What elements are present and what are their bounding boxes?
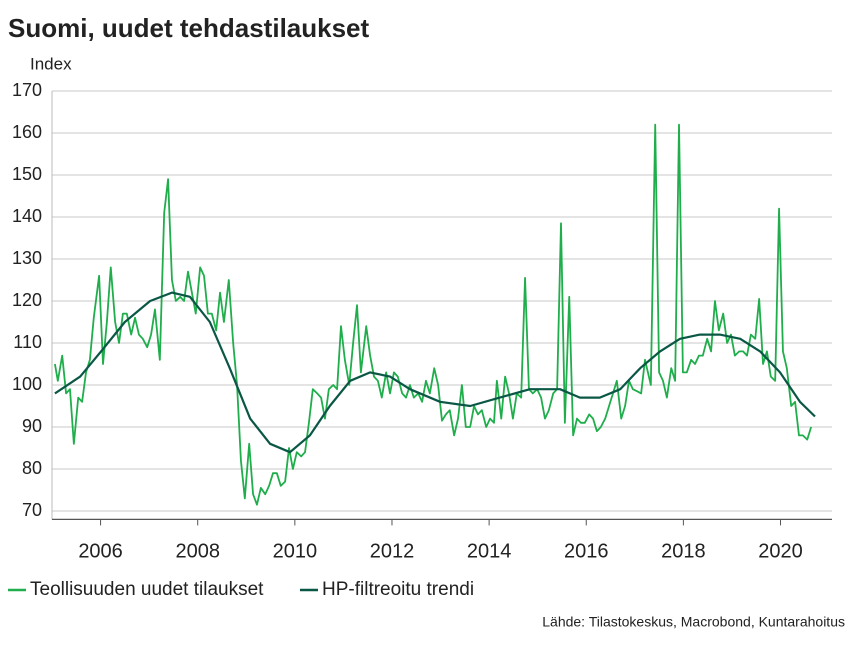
y-tick-label: 170	[12, 80, 42, 100]
x-tick-label: 2010	[273, 541, 318, 563]
y-tick-label: 160	[12, 122, 42, 142]
x-tick-label: 2018	[661, 541, 706, 563]
y-tick-label: 140	[12, 206, 42, 226]
x-tick-label: 2016	[564, 541, 609, 563]
legend-label: HP-filtreoitu trendi	[322, 579, 474, 600]
x-tick-label: 2020	[758, 541, 803, 563]
y-tick-label: 150	[12, 164, 42, 184]
y-tick-label: 100	[12, 374, 42, 394]
x-tick-label: 2014	[467, 541, 512, 563]
y-tick-label: 130	[12, 248, 42, 268]
y-tick-label: 120	[12, 290, 42, 310]
x-tick-label: 2006	[78, 541, 123, 563]
y-tick-label: 80	[22, 458, 42, 478]
data-line	[54, 123, 812, 506]
y-tick-label: 110	[13, 332, 42, 352]
y-tick-label: 70	[22, 500, 42, 520]
legend-label: Teollisuuden uudet tilaukset	[30, 579, 264, 600]
y-axis-label: Index	[30, 54, 72, 73]
x-tick-label: 2012	[370, 541, 415, 563]
data-line	[54, 291, 816, 454]
source-note: Lähde: Tilastokeskus, Macrobond, Kuntara…	[542, 614, 845, 630]
chart-title: Suomi, uudet tehdastilaukset	[8, 13, 370, 43]
x-tick-label: 2008	[175, 541, 220, 563]
y-tick-label: 90	[22, 416, 42, 436]
